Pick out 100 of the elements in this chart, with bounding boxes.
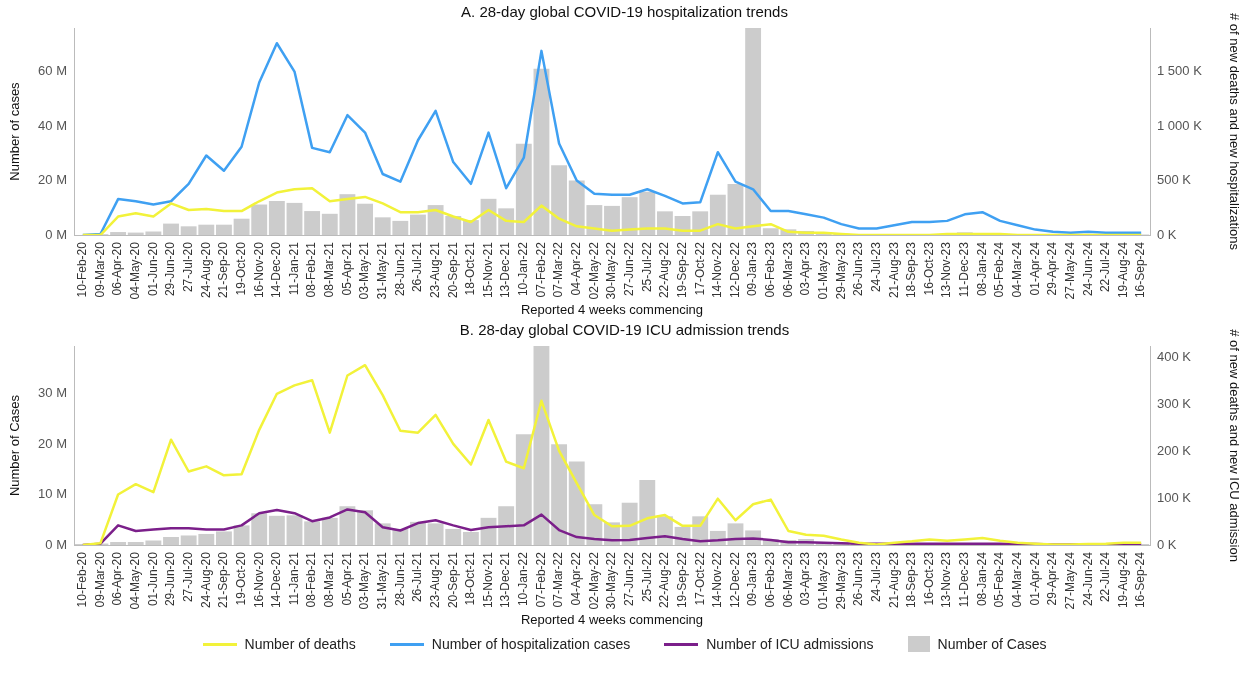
x-tick-label: 08-Jan-24	[974, 551, 989, 607]
bar	[515, 434, 532, 546]
x-tick-label: 19-Aug-24	[1115, 241, 1130, 299]
y-tick-label: 40 M	[38, 117, 67, 133]
bar	[498, 208, 515, 236]
x-tick-label: 25-Jul-22	[639, 551, 654, 603]
y2-tick-label: 0 K	[1157, 226, 1177, 242]
x-tick-label: 14-Dec-20	[269, 241, 284, 299]
y2-tick-label: 400 K	[1157, 349, 1192, 365]
x-tick-label: 06-Feb-23	[763, 551, 778, 608]
x-tick-label: 01-Jun-20	[145, 551, 160, 607]
x-tick-label: 22-Aug-22	[657, 551, 672, 609]
x-tick-label: 18-Oct-21	[463, 551, 478, 606]
x-tick-label: 23-Aug-21	[427, 241, 442, 299]
bar	[551, 444, 568, 546]
x-tick-label: 13-Dec-21	[498, 241, 513, 299]
x-tick-label: 09-Mar-20	[92, 241, 107, 298]
x-tick-label: 01-Apr-24	[1027, 241, 1042, 296]
bar	[304, 211, 321, 236]
x-tick-label: 28-Jun-21	[392, 241, 407, 297]
y2-axis-title: # of new deaths and new ICU admission	[1226, 329, 1242, 562]
y-axis-title: Number of cases	[7, 81, 23, 181]
x-tick-label: 09-Jan-23	[745, 241, 760, 297]
y2-tick-label: 300 K	[1157, 396, 1192, 412]
x-tick-label: 22-Jul-24	[1098, 551, 1113, 603]
x-tick-label: 05-Feb-24	[992, 551, 1007, 608]
x-tick-label: 11-Dec-23	[957, 241, 972, 298]
x-tick-label: 22-Aug-22	[657, 241, 672, 299]
x-tick-label: 24-Jul-23	[868, 551, 883, 603]
bar	[357, 203, 373, 236]
x-tick-label: 09-Mar-20	[92, 551, 107, 608]
x-axis-title: Reported 4 weeks commencing	[520, 301, 704, 317]
x-tick-label: 10-Jan-22	[516, 241, 531, 297]
x-tick-label: 02-May-22	[586, 551, 601, 610]
y2-tick-label: 0 K	[1157, 536, 1177, 552]
x-tick-label: 24-Aug-20	[198, 551, 213, 609]
y2-tick-label: 200 K	[1157, 442, 1192, 458]
x-tick-label: 27-Jun-22	[621, 551, 636, 607]
x-tick-label: 19-Oct-20	[233, 241, 248, 296]
x-tick-label: 01-May-23	[815, 241, 830, 300]
bar	[268, 200, 285, 236]
x-tick-label: 27-May-24	[1062, 551, 1077, 610]
x-tick-label: 29-May-23	[833, 551, 848, 610]
y-tick-label: 20 M	[38, 435, 67, 451]
x-tick-label: 06-Mar-23	[780, 551, 795, 608]
bar	[498, 506, 515, 546]
x-tick-label: 04-Apr-22	[569, 241, 584, 296]
x-tick-label: 23-Aug-21	[427, 551, 442, 609]
bar	[462, 220, 479, 236]
x-tick-label: 24-Jun-24	[1080, 241, 1095, 297]
bar	[551, 165, 568, 236]
y2-tick-label: 1 500 K	[1157, 63, 1203, 79]
x-tick-label: 16-Sep-24	[1133, 551, 1148, 609]
x-tick-label: 24-Aug-20	[198, 241, 213, 299]
x-tick-label: 05-Apr-21	[339, 551, 354, 606]
chart-title: B. 28-day global COVID-19 ICU admission trends	[459, 321, 790, 339]
bar	[604, 205, 620, 236]
x-tick-label: 20-Sep-21	[445, 551, 460, 609]
y2-tick-label: 1 000 K	[1157, 117, 1203, 133]
x-tick-label: 06-Mar-23	[780, 241, 795, 298]
x-tick-label: 15-Nov-21	[480, 551, 495, 609]
chart-title: A. 28-day global COVID-19 hospitalization trends	[461, 3, 788, 21]
x-tick-label: 27-Jul-20	[180, 241, 195, 293]
y2-tick-label: 100 K	[1157, 489, 1192, 505]
y2-tick-label: 500 K	[1157, 172, 1192, 188]
x-tick-label: 27-Jul-20	[180, 551, 195, 603]
x-tick-label: 19-Oct-20	[233, 551, 248, 606]
y2-axis-title: # of new deaths and new hospitalizations	[1226, 13, 1242, 251]
x-tick-label: 26-Jun-23	[851, 241, 866, 297]
bar	[163, 536, 179, 546]
x-tick-label: 29-Apr-24	[1045, 551, 1060, 606]
x-tick-label: 28-Jun-21	[392, 551, 407, 607]
x-tick-label: 02-May-22	[586, 241, 601, 300]
x-tick-label: 24-Jun-24	[1080, 551, 1095, 607]
x-tick-label: 18-Sep-23	[904, 551, 919, 609]
bar	[410, 521, 426, 546]
x-tick-label: 16-Nov-20	[251, 551, 266, 609]
x-tick-label: 19-Sep-22	[674, 241, 689, 299]
x-tick-label: 13-Nov-23	[939, 241, 954, 299]
x-tick-label: 31-May-21	[375, 241, 389, 300]
bar	[304, 521, 321, 546]
x-tick-label: 03-Apr-23	[798, 241, 813, 296]
x-tick-label: 17-Oct-22	[692, 551, 707, 606]
x-tick-label: 30-May-22	[604, 551, 619, 610]
x-tick-label: 26-Jul-21	[410, 241, 425, 293]
x-tick-label: 08-Mar-21	[322, 551, 337, 608]
x-tick-label: 13-Dec-21	[498, 551, 513, 609]
bar	[286, 515, 303, 546]
y-axis-title: Number of Cases	[7, 394, 23, 497]
x-tick-label: 06-Apr-20	[110, 241, 125, 296]
x-tick-label: 01-May-23	[815, 551, 830, 610]
x-tick-label: 29-Jun-20	[163, 241, 178, 297]
x-tick-label: 08-Jan-24	[974, 241, 989, 297]
x-tick-label: 14-Dec-20	[269, 551, 284, 609]
x-tick-label: 11-Dec-23	[957, 551, 972, 608]
bar	[357, 510, 373, 546]
x-tick-label: 07-Feb-22	[533, 241, 548, 298]
x-tick-label: 10-Jan-22	[516, 551, 531, 607]
bar	[709, 194, 726, 236]
x-tick-label: 04-May-20	[128, 551, 143, 610]
